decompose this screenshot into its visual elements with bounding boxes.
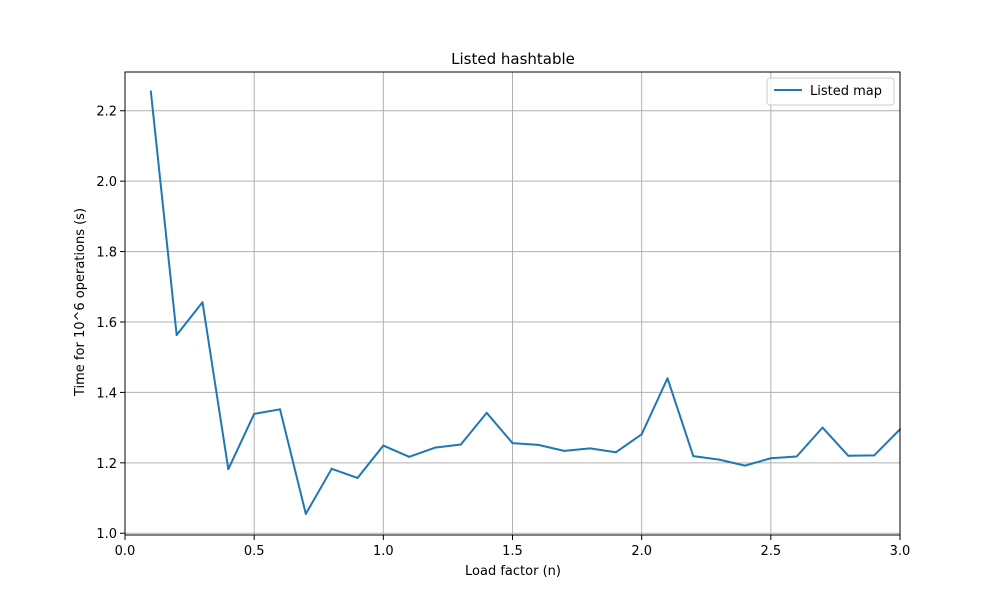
x-tick-label: 0.5 [244, 544, 265, 559]
data-point [382, 444, 385, 447]
y-axis-ticks: 1.0 1.2 1.4 1.6 1.8 2.0 2.2 [96, 105, 125, 542]
data-point [589, 447, 591, 450]
y-tick-label: 2.2 [96, 105, 117, 120]
data-point [847, 454, 850, 457]
chart-title: Listed hashtable [451, 50, 575, 68]
x-tick-label: 2.0 [631, 544, 652, 559]
x-tick-label: 2.5 [760, 544, 781, 559]
data-point [744, 464, 746, 467]
data-point [485, 411, 488, 414]
data-point [692, 455, 695, 458]
data-point [795, 455, 798, 458]
y-tick-label: 2.0 [96, 175, 117, 190]
legend-box [766, 77, 895, 106]
y-tick-label: 1.2 [96, 457, 117, 472]
data-point [769, 457, 772, 460]
data-point [718, 458, 721, 461]
data-point [279, 408, 281, 411]
data-point [253, 412, 256, 415]
series-layer [149, 90, 901, 515]
x-axis-ticks: 0.0 0.5 1.0 1.5 2.0 2.5 3.0 [115, 535, 911, 559]
x-tick-label: 1.5 [502, 544, 523, 559]
data-point [614, 451, 617, 454]
data-point [640, 433, 643, 436]
y-tick-label: 1.0 [96, 527, 117, 542]
legend: Listed map [766, 77, 895, 106]
x-tick-label: 3.0 [890, 544, 911, 559]
data-point [356, 476, 359, 479]
y-tick-label: 1.4 [96, 386, 117, 401]
data-point [175, 334, 178, 337]
data-point [330, 467, 333, 470]
y-axis-label: Time for 10^6 operations (s) [73, 208, 88, 397]
data-point [201, 301, 204, 304]
data-point [434, 446, 436, 449]
data-point [408, 455, 411, 458]
data-point [459, 443, 462, 446]
data-point [821, 426, 824, 429]
series-line-listed-map [149, 91, 901, 515]
data-point [873, 454, 876, 457]
y-tick-label: 1.8 [96, 246, 117, 261]
data-point [149, 90, 152, 93]
data-point [511, 442, 514, 445]
data-point [537, 443, 540, 446]
x-tick-label: 0.0 [115, 544, 136, 559]
x-tick-label: 1.0 [373, 544, 394, 559]
data-point [666, 377, 669, 380]
data-point [227, 468, 230, 471]
y-tick-label: 1.6 [96, 316, 117, 331]
data-point [563, 449, 566, 452]
grid-lines [124, 72, 901, 535]
x-axis-label: Load factor (n) [465, 564, 561, 579]
legend-entry-label: Listed map [810, 84, 882, 99]
data-point [304, 512, 307, 515]
